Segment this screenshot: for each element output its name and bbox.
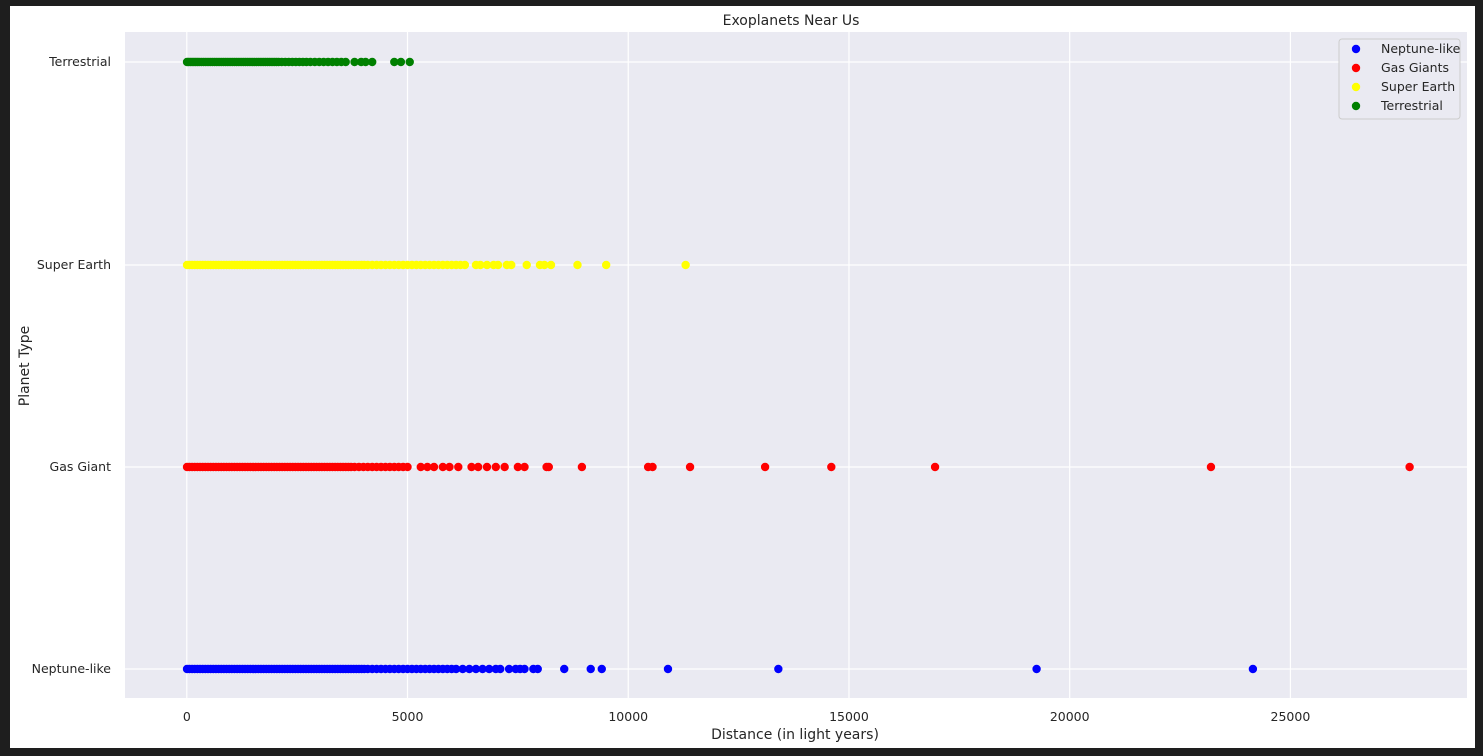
data-point: [471, 664, 481, 674]
data-point: [522, 260, 531, 270]
data-point: [774, 664, 783, 674]
data-point: [546, 260, 556, 270]
x-tick-label: 15000: [829, 709, 869, 724]
data-point: [478, 664, 487, 674]
legend-marker: [1351, 82, 1361, 92]
data-point: [1032, 664, 1041, 674]
x-tick-label: 5000: [392, 709, 424, 724]
data-point: [390, 57, 399, 67]
series-gas-giant: [182, 462, 1414, 472]
legend-box: [1338, 38, 1461, 120]
data-point: [507, 260, 516, 270]
data-point: [500, 462, 509, 472]
legend-label: Neptune-like: [1381, 41, 1461, 56]
data-point: [491, 462, 501, 472]
data-point: [460, 260, 470, 270]
data-point: [451, 664, 461, 674]
legend-label: Gas Giants: [1381, 60, 1449, 75]
chart-title: Exoplanets Near Us: [723, 13, 860, 29]
y-tick-label: Terrestrial: [48, 54, 111, 69]
data-point: [368, 57, 377, 67]
series-super-earth: [182, 260, 690, 270]
data-point: [350, 57, 359, 67]
data-point: [685, 462, 695, 472]
x-tick-label: 20000: [1050, 709, 1090, 724]
data-point: [484, 664, 494, 674]
legend-label: Terrestrial: [1380, 98, 1443, 113]
legend-label: Super Earth: [1381, 79, 1455, 94]
data-point: [403, 462, 412, 472]
y-tick-label: Super Earth: [37, 257, 111, 272]
data-point: [405, 57, 414, 67]
data-point: [760, 462, 770, 472]
data-point: [930, 462, 940, 472]
y-tick-label: Neptune-like: [32, 661, 112, 676]
data-points: [182, 57, 1414, 674]
data-point: [429, 462, 439, 472]
data-point: [361, 57, 370, 67]
data-point: [493, 260, 503, 270]
data-point: [1405, 462, 1414, 472]
data-point: [482, 260, 492, 270]
data-point: [465, 664, 474, 674]
legend: Neptune-like Gas Giants Super Earth Terrest…: [1338, 38, 1461, 120]
y-tick-labels: Neptune-like Gas Giant Super Earth Terrestr…: [32, 54, 112, 676]
legend-marker: [1351, 101, 1361, 111]
data-point: [560, 664, 569, 674]
legend-marker: [1351, 63, 1361, 73]
data-point: [520, 664, 529, 674]
data-point: [573, 260, 582, 270]
y-tick-label: Gas Giant: [50, 459, 112, 474]
series-terrestrial: [182, 57, 414, 67]
data-point: [458, 664, 467, 674]
x-tick-labels: 0 5000 10000 15000 20000 25000: [183, 709, 1311, 724]
data-point: [454, 462, 463, 472]
data-point: [476, 260, 485, 270]
data-point: [520, 462, 529, 472]
y-axis-label: Planet Type: [17, 326, 33, 407]
data-point: [496, 664, 505, 674]
data-point: [577, 462, 587, 472]
data-point: [663, 664, 673, 674]
data-point: [586, 664, 595, 674]
data-point: [473, 462, 483, 472]
data-point: [396, 57, 406, 67]
data-point: [827, 462, 836, 472]
data-point: [341, 57, 350, 67]
plot-area: [125, 32, 1467, 698]
x-tick-label: 0: [183, 709, 191, 724]
data-point: [482, 462, 492, 472]
data-point: [467, 462, 476, 472]
x-tick-label: 10000: [608, 709, 648, 724]
data-point: [438, 462, 448, 472]
series-neptune-like: [182, 664, 1258, 674]
data-point: [544, 462, 553, 472]
data-point: [513, 462, 523, 472]
x-axis-label: Distance (in light years): [711, 727, 879, 743]
data-point: [540, 260, 549, 270]
data-point: [597, 664, 606, 674]
scatter-chart: Exoplanets Near Us Neptune-like Gas Giant…: [17, 13, 1467, 743]
data-point: [1206, 462, 1216, 472]
figure: Exoplanets Near Us Neptune-like Gas Giant…: [10, 6, 1475, 748]
x-tick-label: 25000: [1271, 709, 1311, 724]
data-point: [504, 664, 514, 674]
data-point: [445, 462, 454, 472]
data-point: [533, 664, 542, 674]
data-point: [601, 260, 611, 270]
data-point: [648, 462, 657, 472]
data-point: [1248, 664, 1258, 674]
data-point: [681, 260, 690, 270]
data-point: [416, 462, 425, 472]
data-point: [423, 462, 432, 472]
legend-marker: [1351, 44, 1361, 54]
